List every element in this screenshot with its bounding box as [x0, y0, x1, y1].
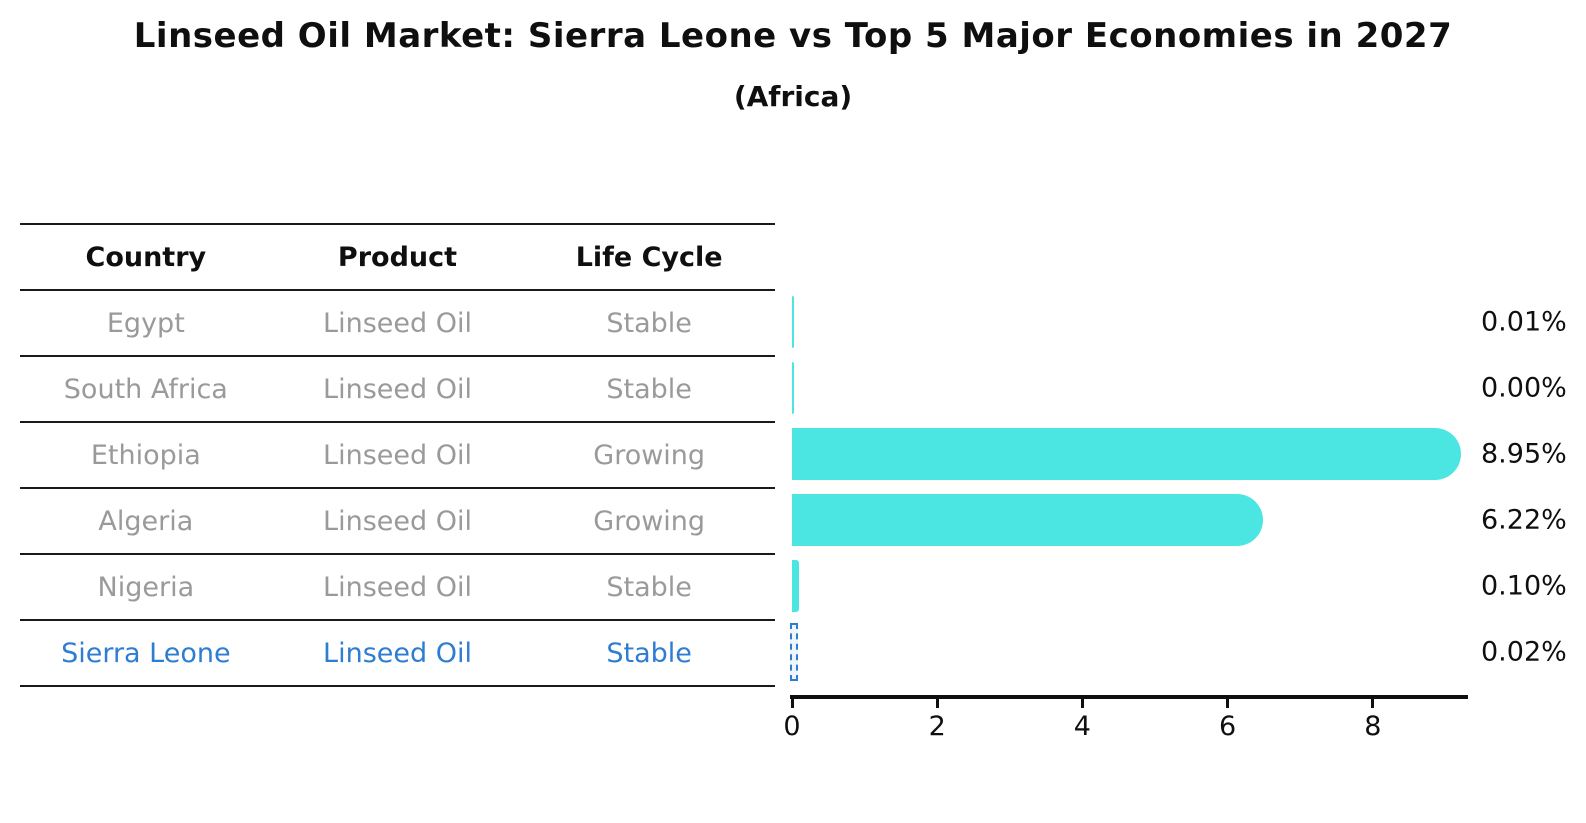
x-axis-tick-label: 4 [1073, 711, 1091, 742]
cell-life-cycle: Growing [593, 505, 706, 537]
cell-life-cycle: Stable [606, 307, 692, 339]
x-axis-tick-label: 6 [1219, 711, 1237, 742]
value-label: 8.95% [1481, 438, 1567, 470]
x-axis-tick [1371, 699, 1375, 708]
value-label: 0.10% [1481, 570, 1567, 602]
table-row: Algeria Linseed Oil Growing [20, 489, 775, 555]
comparison-table: Country Product Life Cycle Egypt Linseed … [20, 223, 775, 687]
table-row: Nigeria Linseed Oil Stable [20, 555, 775, 621]
cell-life-cycle: Stable [606, 373, 692, 405]
value-label: 0.02% [1481, 636, 1567, 668]
table-row: Ethiopia Linseed Oil Growing [20, 423, 775, 489]
cell-country: Sierra Leone [61, 637, 231, 669]
page-subtitle: (Africa) [733, 80, 853, 113]
x-axis-tick-label: 2 [928, 711, 946, 742]
x-axis-tick [790, 699, 794, 708]
table-row: Egypt Linseed Oil Stable [20, 291, 775, 357]
table-row: South Africa Linseed Oil Stable [20, 357, 775, 423]
bar-nigeria [792, 560, 800, 612]
x-axis-tick [935, 699, 939, 708]
cell-country: Algeria [98, 505, 194, 537]
x-axis-line [790, 695, 1468, 699]
bar-ethiopia [792, 428, 1461, 480]
bar-south-africa [792, 362, 794, 414]
bar-sierra-leone [790, 623, 798, 681]
bar-algeria [792, 494, 1263, 546]
header-product: Product [337, 241, 458, 273]
table-header-row: Country Product Life Cycle [20, 223, 775, 291]
header-country: Country [85, 241, 207, 273]
value-label: 0.00% [1481, 372, 1567, 404]
cell-product: Linseed Oil [323, 505, 472, 537]
header-lifecycle: Life Cycle [575, 241, 723, 273]
cell-product: Linseed Oil [323, 373, 472, 405]
table-body: Egypt Linseed Oil Stable South Africa Linsee… [20, 291, 775, 687]
cell-product: Linseed Oil [323, 637, 472, 669]
cell-life-cycle: Growing [593, 439, 706, 471]
cell-product: Linseed Oil [323, 571, 472, 603]
cell-country: Nigeria [97, 571, 195, 603]
x-axis-tick-label: 8 [1364, 711, 1382, 742]
cell-product: Linseed Oil [323, 439, 472, 471]
page-title: Linseed Oil Market: Sierra Leone vs Top … [133, 16, 1453, 56]
cell-country: Egypt [106, 307, 185, 339]
cell-life-cycle: Stable [606, 637, 692, 669]
cell-country: South Africa [63, 373, 228, 405]
x-axis-tick [1226, 699, 1230, 708]
x-axis-tick-label: 0 [783, 711, 801, 742]
cell-country: Ethiopia [90, 439, 201, 471]
table-row: Sierra Leone Linseed Oil Stable [20, 621, 775, 687]
cell-life-cycle: Stable [606, 571, 692, 603]
bar-egypt [792, 296, 794, 348]
cell-product: Linseed Oil [323, 307, 472, 339]
x-axis-tick [1080, 699, 1084, 708]
value-label: 6.22% [1481, 504, 1567, 536]
value-label: 0.01% [1481, 306, 1567, 338]
